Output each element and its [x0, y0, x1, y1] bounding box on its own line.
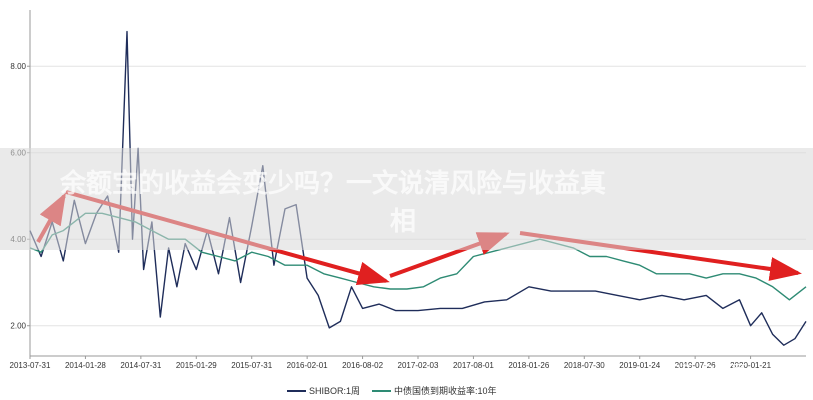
- title-banner: [0, 148, 813, 250]
- x-tick-label-13: 2020-01-21: [730, 361, 771, 370]
- legend: SHIBOR:1周 中债国债到期收益率:10年: [287, 385, 497, 396]
- x-tick-label-2: 2014-07-31: [120, 361, 161, 370]
- series-line-shibor: [29, 30, 807, 346]
- x-tick-label-4: 2015-07-31: [231, 361, 272, 370]
- x-axis: 2013-07-31 2014-01-28 2014-07-31 2015-01-29…: [10, 355, 806, 370]
- legend-label-bond-yield: 中债国债到期收益率:10年: [394, 385, 497, 396]
- overlay-title-line-2: 相: [390, 207, 416, 237]
- x-tick-label-0: 2013-07-31: [10, 361, 51, 370]
- x-tick-label-5: 2016-02-01: [287, 361, 328, 370]
- y-tick-label-3: 8.00: [10, 62, 26, 71]
- legend-label-shibor: SHIBOR:1周: [309, 386, 360, 396]
- x-tick-label-8: 2017-08-01: [453, 361, 494, 370]
- x-tick-label-7: 2017-02-03: [398, 361, 439, 370]
- y-tick-label-0: 2.00: [10, 322, 26, 331]
- x-tick-label-9: 2018-01-26: [508, 361, 549, 370]
- watermark-text: 知乎 @辛辰: [666, 362, 746, 380]
- x-tick-label-10: 2018-07-30: [564, 361, 605, 370]
- x-tick-label-12: 2019-07-26: [675, 361, 716, 370]
- x-tick-label-11: 2019-01-24: [619, 361, 660, 370]
- x-tick-label-1: 2014-01-28: [65, 361, 106, 370]
- x-tick-label-6: 2016-08-02: [342, 361, 383, 370]
- x-tick-label-3: 2015-01-29: [176, 361, 217, 370]
- overlay-title-line-1: 余额宝的收益会变少吗？一文说清风险与收益真: [59, 168, 606, 199]
